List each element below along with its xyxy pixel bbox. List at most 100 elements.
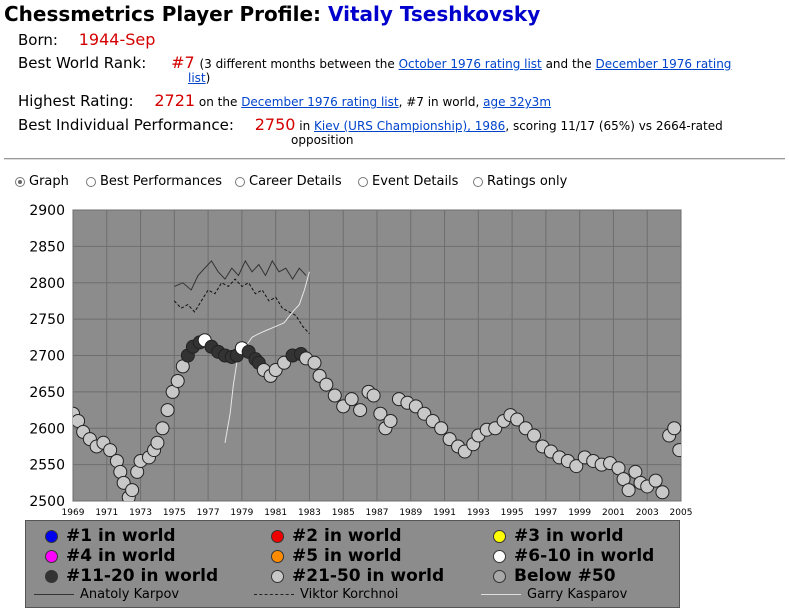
x-tick-label: 1989 <box>399 508 422 518</box>
data-point <box>319 377 334 392</box>
legend-label: #11-20 in world <box>66 566 219 586</box>
december-1976-link[interactable]: December 1976 rating <box>595 57 732 71</box>
legend-line-korchnoi: Viktor Korchnoi <box>254 587 398 602</box>
legend-item-rank-11-20: #11-20 in world <box>45 566 218 586</box>
y-tick-label: 2900 <box>29 203 65 219</box>
page-title: Chessmetrics Player Profile: Vitaly Tses… <box>4 2 540 26</box>
data-point <box>327 388 342 403</box>
legend-dot-icon <box>45 569 58 583</box>
legend-label: #1 in world <box>66 526 176 546</box>
december-1976-link-cont[interactable]: list <box>188 71 206 85</box>
legend-item-rank-3: #3 in world <box>493 526 624 546</box>
x-tick-label: 1987 <box>366 508 389 518</box>
legend-dot-icon <box>271 549 284 563</box>
x-tick-label: 1981 <box>264 508 287 518</box>
best-rank-value: #7 <box>171 53 195 72</box>
dashed-line-icon <box>254 594 294 595</box>
radio-icon[interactable] <box>86 176 96 187</box>
tab-best-performances[interactable]: Best Performances <box>86 174 222 189</box>
born-value: 1944-Sep <box>78 30 156 49</box>
data-point <box>510 412 525 427</box>
legend-label: #6-10 in world <box>514 546 655 566</box>
legend-item-rank-21-50: #21-50 in world <box>271 566 444 586</box>
chart-legend: #1 in world #2 in world #3 in world #4 i… <box>25 520 680 608</box>
radio-icon[interactable] <box>235 176 245 187</box>
october-1976-link[interactable]: October 1976 rating list <box>398 57 542 71</box>
highest-text2: , #7 in world, <box>398 95 484 109</box>
x-tick-label: 1995 <box>501 508 524 518</box>
legend-item-rank-6-10: #6-10 in world <box>493 546 654 566</box>
tab-ratings-only[interactable]: Ratings only <box>473 174 567 189</box>
data-point <box>353 403 368 418</box>
tab-graph[interactable]: Graph <box>15 174 69 189</box>
legend-label: Below #50 <box>514 566 616 586</box>
born-label: Born: <box>18 31 58 49</box>
legend-label: #3 in world <box>514 526 624 546</box>
best-performance-label: Best Individual Performance: <box>18 116 234 134</box>
kiev-1986-link[interactable]: Kiev (URS Championship), 1986 <box>314 119 506 133</box>
x-tick-label: 1975 <box>163 508 186 518</box>
x-tick-label: 1971 <box>95 508 118 518</box>
data-point <box>155 421 170 436</box>
radio-icon[interactable] <box>473 176 483 187</box>
legend-label: #2 in world <box>292 526 402 546</box>
tab-event-details-label: Event Details <box>372 174 459 189</box>
best-performance-row-cont: opposition <box>291 133 354 147</box>
best-performance-value: 2750 <box>254 115 296 134</box>
tab-graph-label: Graph <box>29 174 69 189</box>
legend-label: Garry Kasparov <box>527 587 628 602</box>
data-point <box>648 473 663 488</box>
best-rank-text3: ) <box>205 71 211 85</box>
perf-text1: in <box>295 119 314 133</box>
tab-event-details[interactable]: Event Details <box>358 174 458 189</box>
y-tick-label: 2500 <box>29 494 65 510</box>
x-tick-label: 1985 <box>332 508 355 518</box>
data-point <box>569 459 584 474</box>
x-tick-label: 2001 <box>602 508 625 518</box>
legend-dot-icon <box>493 569 506 583</box>
x-tick-label: 1979 <box>230 508 253 518</box>
data-point <box>373 406 388 421</box>
age-link[interactable]: age 32y3m <box>483 95 552 109</box>
data-point <box>621 483 636 498</box>
legend-item-rank-4: #4 in world <box>45 546 176 566</box>
highest-text1: on the <box>195 95 242 109</box>
best-performance-row: Best Individual Performance: 2750 in Kie… <box>18 115 723 134</box>
radio-icon[interactable] <box>15 176 25 187</box>
legend-dot-icon <box>271 529 284 543</box>
legend-line-kasparov: Garry Kasparov <box>481 587 627 602</box>
y-tick-label: 2550 <box>29 458 65 474</box>
x-tick-label: 1999 <box>568 508 591 518</box>
legend-label: Viktor Korchnoi <box>300 587 399 602</box>
perf-text3: opposition <box>291 133 354 147</box>
data-point <box>655 485 670 500</box>
legend-item-rank-5: #5 in world <box>271 546 402 566</box>
series-line-garry-kasparov <box>224 271 310 443</box>
data-point <box>344 392 359 407</box>
x-tick-label: 1993 <box>467 508 490 518</box>
x-tick-label: 2005 <box>670 508 693 518</box>
tab-career-details[interactable]: Career Details <box>235 174 342 189</box>
y-tick-label: 2800 <box>29 276 65 292</box>
legend-line-karpov: Anatoly Karpov <box>34 587 179 602</box>
radio-icon[interactable] <box>358 176 368 187</box>
y-tick-label: 2600 <box>29 421 65 437</box>
tab-best-performances-label: Best Performances <box>100 174 223 189</box>
x-tick-label: 1997 <box>534 508 557 518</box>
light-line-icon <box>481 594 521 595</box>
player-name: Vitaly Tseshkovsky <box>327 2 541 26</box>
legend-label: #5 in world <box>292 546 402 566</box>
y-tick-label: 2850 <box>29 239 65 255</box>
x-tick-label: 1991 <box>433 508 456 518</box>
highest-rating-list-link[interactable]: December 1976 rating list <box>241 95 399 109</box>
data-point <box>672 443 681 458</box>
y-tick-label: 2700 <box>29 349 65 365</box>
data-point <box>160 403 175 418</box>
legend-dot-icon <box>45 529 58 543</box>
data-point <box>150 435 165 450</box>
data-point <box>434 421 449 436</box>
legend-dot-icon <box>493 529 506 543</box>
best-rank-row: Best World Rank: #7 (3 different months … <box>18 53 731 72</box>
x-tick-label: 1977 <box>197 508 220 518</box>
legend-label: #21-50 in world <box>292 566 445 586</box>
